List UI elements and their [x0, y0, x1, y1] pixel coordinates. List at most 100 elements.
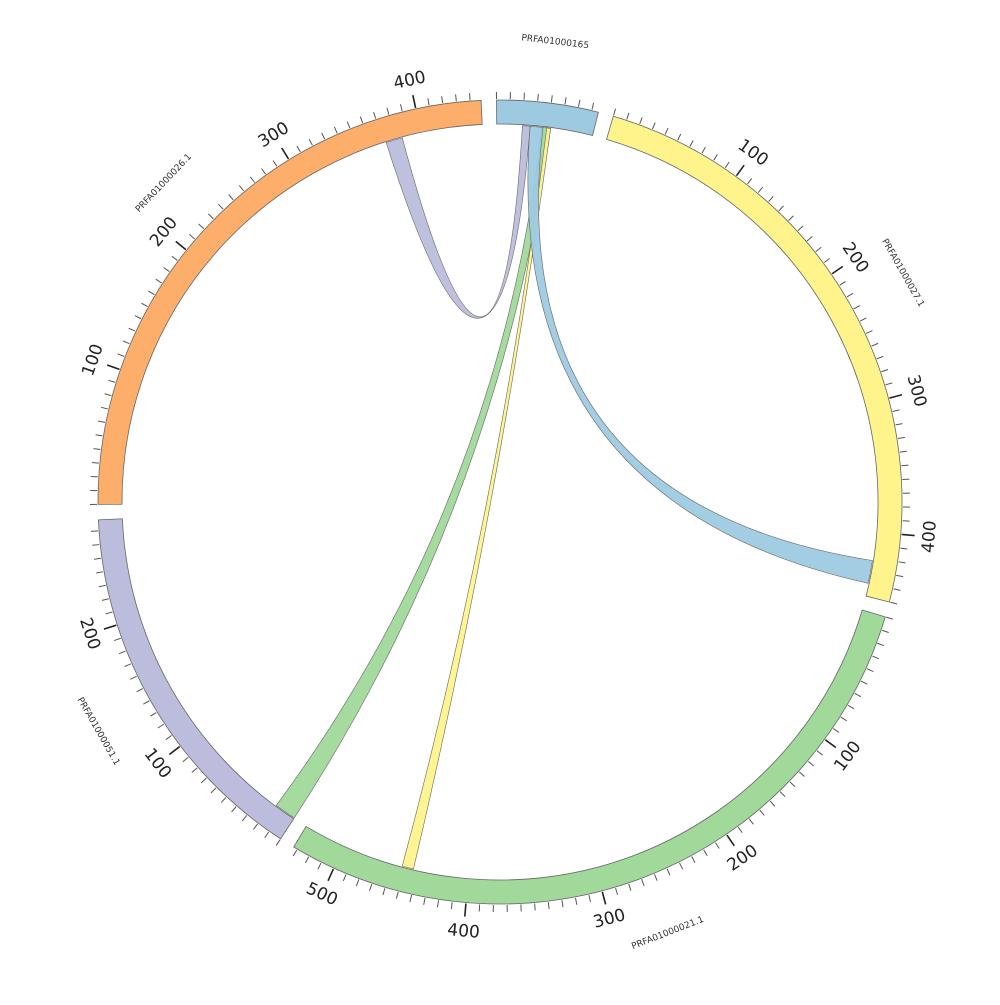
tick-prfa01000026-1-140	[135, 316, 141, 319]
tick-prfa01000027-1-420	[899, 562, 906, 563]
tick-prfa01000027-1-340	[900, 451, 907, 452]
tick-prfa01000026-1-400	[413, 95, 416, 108]
tick-prfa01000021-1-340	[548, 902, 549, 909]
tick-label-prfa01000027-1-400: 400	[918, 520, 941, 554]
tick-prfa01000026-1-350	[347, 122, 350, 128]
tick-label-prfa01000027-1-100: 100	[734, 135, 772, 170]
tick-prfa01000027-1-50	[678, 134, 681, 140]
tick-prfa01000027-1-280	[881, 370, 888, 372]
tick-prfa01000051-1-10	[265, 832, 269, 838]
tick-prfa01000051-1-220	[102, 599, 109, 601]
tick-prfa01000026-1-390	[400, 104, 402, 111]
tick-prfa01000051-1-270	[91, 531, 98, 532]
tick-prfa01000051-1-130	[150, 713, 156, 717]
tick-prfa01000027-1-180	[816, 247, 821, 251]
tick-prfa01000021-1-90	[833, 729, 839, 733]
tick-prfa01000165-60	[579, 100, 580, 107]
tick-prfa01000027-1-310	[893, 410, 900, 412]
tick-prfa01000027-1-330	[898, 437, 905, 438]
tick-prfa01000027-1-450	[890, 602, 897, 604]
tick-prfa01000027-1-40	[665, 128, 668, 134]
segment-label-prfa01000026-1: PRFA01000026.1	[134, 152, 194, 214]
tick-prfa01000021-1-80	[841, 717, 847, 721]
tick-prfa01000026-1-40	[93, 449, 100, 450]
tick-prfa01000021-1-300	[602, 892, 605, 905]
tick-prfa01000027-1-300	[889, 395, 902, 398]
tick-prfa01000021-1-280	[629, 884, 631, 891]
tick-prfa01000165-50	[565, 97, 566, 104]
tick-prfa01000021-1-200	[727, 835, 734, 846]
tick-prfa01000021-1-310	[589, 895, 591, 902]
tick-prfa01000027-1-350	[901, 465, 908, 466]
tick-prfa01000026-1-80	[105, 394, 112, 396]
tick-prfa01000027-1-0	[614, 109, 616, 116]
tick-prfa01000021-1-190	[738, 827, 742, 833]
tick-prfa01000026-1-280	[262, 168, 266, 174]
tick-prfa01000051-1-150	[137, 689, 143, 692]
tick-prfa01000026-1-130	[129, 328, 135, 331]
tick-prfa01000021-1-260	[654, 874, 657, 880]
tick-prfa01000051-1-80	[192, 768, 197, 773]
tick-prfa01000021-1-10	[882, 630, 889, 632]
tick-prfa01000027-1-290	[886, 383, 893, 385]
tick-prfa01000051-1-70	[201, 778, 206, 783]
tick-label-prfa01000051-1-200: 200	[75, 615, 104, 652]
tick-prfa01000026-1-120	[123, 341, 129, 344]
tick-prfa01000027-1-70	[702, 147, 706, 153]
tick-prfa01000051-1-30	[242, 815, 246, 820]
tick-prfa01000021-1-450	[396, 892, 398, 899]
segments-layer	[98, 100, 902, 904]
tick-prfa01000026-1-250	[229, 195, 234, 200]
tick-prfa01000027-1-160	[798, 226, 803, 231]
tick-prfa01000026-1-290	[273, 161, 277, 167]
tick-label-prfa01000021-1-100: 100	[830, 737, 865, 775]
tick-label-prfa01000026-1-200: 200	[146, 213, 182, 251]
tick-prfa01000026-1-270	[250, 177, 254, 183]
tick-prfa01000026-1-100	[107, 365, 119, 369]
tick-prfa01000021-1-0	[886, 617, 893, 619]
tick-prfa01000021-1-500	[328, 869, 333, 881]
tick-prfa01000021-1-410	[451, 902, 452, 909]
tick-prfa01000021-1-100	[825, 740, 835, 748]
tick-prfa01000026-1-440	[470, 93, 471, 100]
segment-prfa01000027-1	[607, 116, 902, 602]
tick-prfa01000026-1-310	[297, 146, 300, 152]
tick-prfa01000027-1-430	[896, 575, 903, 576]
tick-prfa01000021-1-180	[749, 819, 753, 825]
tick-prfa01000051-1-250	[94, 558, 101, 559]
tick-prfa01000027-1-80	[714, 154, 718, 160]
segment-prfa01000026-1	[98, 100, 482, 504]
tick-prfa01000026-1-370	[374, 112, 376, 119]
tick-prfa01000021-1-20	[877, 643, 884, 645]
tick-prfa01000021-1-130	[799, 772, 804, 777]
tick-prfa01000026-1-200	[176, 241, 186, 249]
tick-label-prfa01000026-1-100: 100	[78, 341, 108, 378]
tick-prfa01000027-1-30	[653, 123, 656, 129]
tick-prfa01000027-1-400	[902, 534, 915, 535]
tick-prfa01000021-1-420	[438, 900, 439, 907]
tick-label-prfa01000021-1-200: 200	[724, 841, 762, 876]
tick-prfa01000026-1-230	[208, 214, 213, 219]
tick-prfa01000027-1-440	[894, 589, 901, 591]
tick-prfa01000026-1-70	[101, 407, 108, 409]
tick-label-prfa01000027-1-200: 200	[838, 239, 873, 277]
tick-prfa01000026-1-50	[96, 435, 103, 436]
tick-prfa01000051-1-140	[143, 701, 149, 704]
tick-prfa01000027-1-100	[737, 165, 745, 176]
tick-prfa01000027-1-90	[725, 162, 729, 168]
tick-prfa01000051-1-20	[253, 824, 257, 830]
tick-prfa01000051-1-190	[114, 638, 121, 640]
tick-prfa01000027-1-110	[748, 178, 752, 184]
tick-prfa01000051-1-240	[96, 572, 103, 573]
tick-prfa01000021-1-490	[343, 874, 346, 880]
tick-prfa01000021-1-210	[715, 843, 719, 849]
tick-prfa01000021-1-120	[808, 761, 813, 766]
tick-prfa01000027-1-60	[690, 140, 693, 146]
tick-prfa01000051-1-90	[183, 757, 188, 761]
tick-prfa01000051-1-0	[276, 840, 280, 846]
tick-prfa01000165-70	[592, 103, 594, 110]
tick-prfa01000021-1-50	[861, 681, 867, 684]
tick-prfa01000027-1-220	[847, 293, 853, 297]
